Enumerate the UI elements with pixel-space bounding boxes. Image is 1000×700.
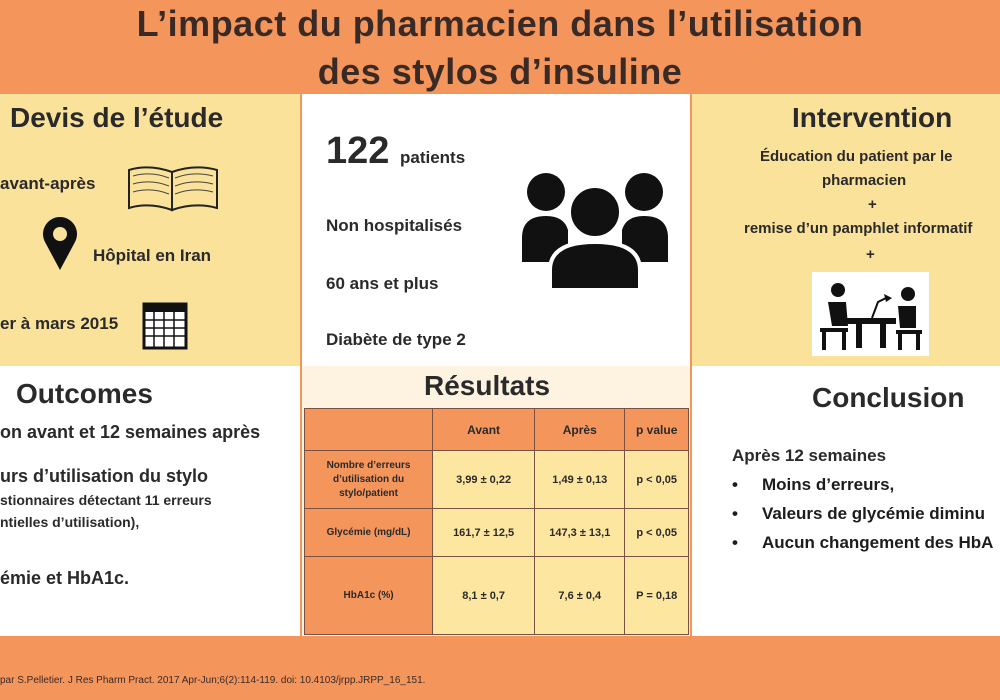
row-label: Glycémie (mg/dL) bbox=[303, 508, 434, 557]
bullet-icon: • bbox=[732, 475, 738, 494]
patients-line-1: Non hospitalisés bbox=[326, 216, 463, 235]
outcomes-line-4: émie et HbA1c. bbox=[0, 568, 130, 588]
title-line-2: des stylos d’insuline bbox=[317, 51, 683, 92]
cell-p-value: P = 0,18 bbox=[624, 556, 689, 635]
patient-count: 122 bbox=[326, 130, 390, 172]
title-line-1: L’impact du pharmacien dans l’utilisatio… bbox=[136, 3, 864, 44]
list-item: • Moins d’erreurs, bbox=[732, 470, 993, 499]
conclusion-list: • Moins d’erreurs, • Valeurs de glycémie d… bbox=[732, 470, 993, 557]
row-label: Nombre d’erreurs d’utilisation du stylo/… bbox=[303, 450, 434, 509]
book-icon bbox=[128, 166, 218, 212]
list-item: • Valeurs de glycémie diminu bbox=[732, 499, 993, 528]
intervention-line-2: pharmacien bbox=[822, 172, 907, 189]
intervention-heading: Intervention bbox=[792, 102, 953, 133]
map-pin-icon bbox=[43, 217, 77, 270]
outcomes-timing: on avant et 12 semaines après bbox=[0, 422, 261, 442]
cell-avant: 8,1 ± 0,7 bbox=[432, 556, 536, 635]
citation-footer: par S.Pelletier. J Res Pharm Pract. 2017… bbox=[0, 675, 426, 686]
results-header-blank bbox=[303, 408, 434, 451]
outcomes-line-3: ntielles d’utilisation), bbox=[0, 514, 140, 530]
row-label: HbA1c (%) bbox=[303, 556, 434, 635]
results-header-row: Avant Après p value bbox=[303, 408, 689, 451]
results-heading: Résultats bbox=[424, 370, 551, 401]
cell-p-value: p < 0,05 bbox=[624, 508, 689, 557]
table-row: Nombre d’erreurs d’utilisation du stylo/… bbox=[303, 450, 689, 509]
list-item: • Aucun changement des HbA bbox=[732, 528, 993, 557]
cell-avant: 161,7 ± 12,5 bbox=[432, 508, 536, 557]
intervention-line-1: Éducation du patient par le bbox=[760, 148, 953, 165]
outcomes-panel: Outcomes on avant et 12 semaines après u… bbox=[0, 366, 300, 636]
calendar-icon bbox=[142, 302, 188, 350]
intervention-line-3: remise d’un pamphlet informatif bbox=[744, 220, 973, 237]
intervention-panel: Intervention Éducation du patient par le… bbox=[692, 94, 1000, 366]
plus-sign-1: + bbox=[868, 196, 877, 213]
cell-apres: 1,49 ± 0,13 bbox=[534, 450, 626, 509]
patients-line-2: 60 ans et plus bbox=[326, 274, 439, 293]
cell-apres: 7,6 ± 0,4 bbox=[534, 556, 626, 635]
cell-apres: 147,3 ± 13,1 bbox=[534, 508, 626, 557]
table-row: Glycémie (mg/dL) 161,7 ± 12,5 147,3 ± 13… bbox=[303, 508, 689, 557]
study-design-heading: Devis de l’étude bbox=[10, 102, 224, 133]
conclusion-panel: Conclusion Après 12 semaines • Moins d’er… bbox=[692, 366, 1000, 636]
outcomes-line-2: stionnaires détectant 11 erreurs bbox=[0, 492, 212, 508]
outcomes-heading: Outcomes bbox=[16, 378, 153, 409]
results-table: Avant Après p value Nombre d’erreurs d’u… bbox=[303, 408, 689, 635]
study-design-panel: Devis de l’étude avant-après Hôpital en … bbox=[0, 94, 300, 366]
consultation-desk-icon bbox=[812, 272, 929, 356]
plus-sign-2: + bbox=[866, 246, 875, 263]
cell-avant: 3,99 ± 0,22 bbox=[432, 450, 536, 509]
conclusion-intro: Après 12 semaines bbox=[732, 446, 887, 465]
outcomes-line-1: urs d’utilisation du stylo bbox=[0, 466, 209, 486]
conclusion-heading: Conclusion bbox=[812, 382, 965, 413]
people-group-icon bbox=[522, 173, 668, 292]
list-item-text: Moins d’erreurs, bbox=[762, 475, 895, 494]
table-row: HbA1c (%) 8,1 ± 0,7 7,6 ± 0,4 P = 0,18 bbox=[303, 556, 689, 635]
results-header-apres: Après bbox=[534, 408, 626, 451]
design-text: avant-après bbox=[0, 174, 96, 193]
patients-line-3: Diabète de type 2 bbox=[326, 330, 466, 349]
bullet-icon: • bbox=[732, 504, 738, 523]
cell-p-value: p < 0,05 bbox=[624, 450, 689, 509]
bullet-icon: • bbox=[732, 533, 738, 552]
results-header-avant: Avant bbox=[432, 408, 536, 451]
period-text: er à mars 2015 bbox=[0, 314, 119, 333]
patients-panel: 122 patients Non hospitalisés 60 ans et … bbox=[302, 94, 690, 366]
list-item-text: Valeurs de glycémie diminu bbox=[762, 504, 985, 523]
list-item-text: Aucun changement des HbA bbox=[762, 533, 994, 552]
patient-count-label: patients bbox=[400, 148, 466, 167]
results-panel: Résultats Avant Après p value Nombre d’e… bbox=[302, 366, 690, 636]
results-header-p: p value bbox=[624, 408, 689, 451]
page-title: L’impact du pharmacien dans l’utilisatio… bbox=[0, 0, 1000, 96]
location-text: Hôpital en Iran bbox=[93, 246, 212, 265]
